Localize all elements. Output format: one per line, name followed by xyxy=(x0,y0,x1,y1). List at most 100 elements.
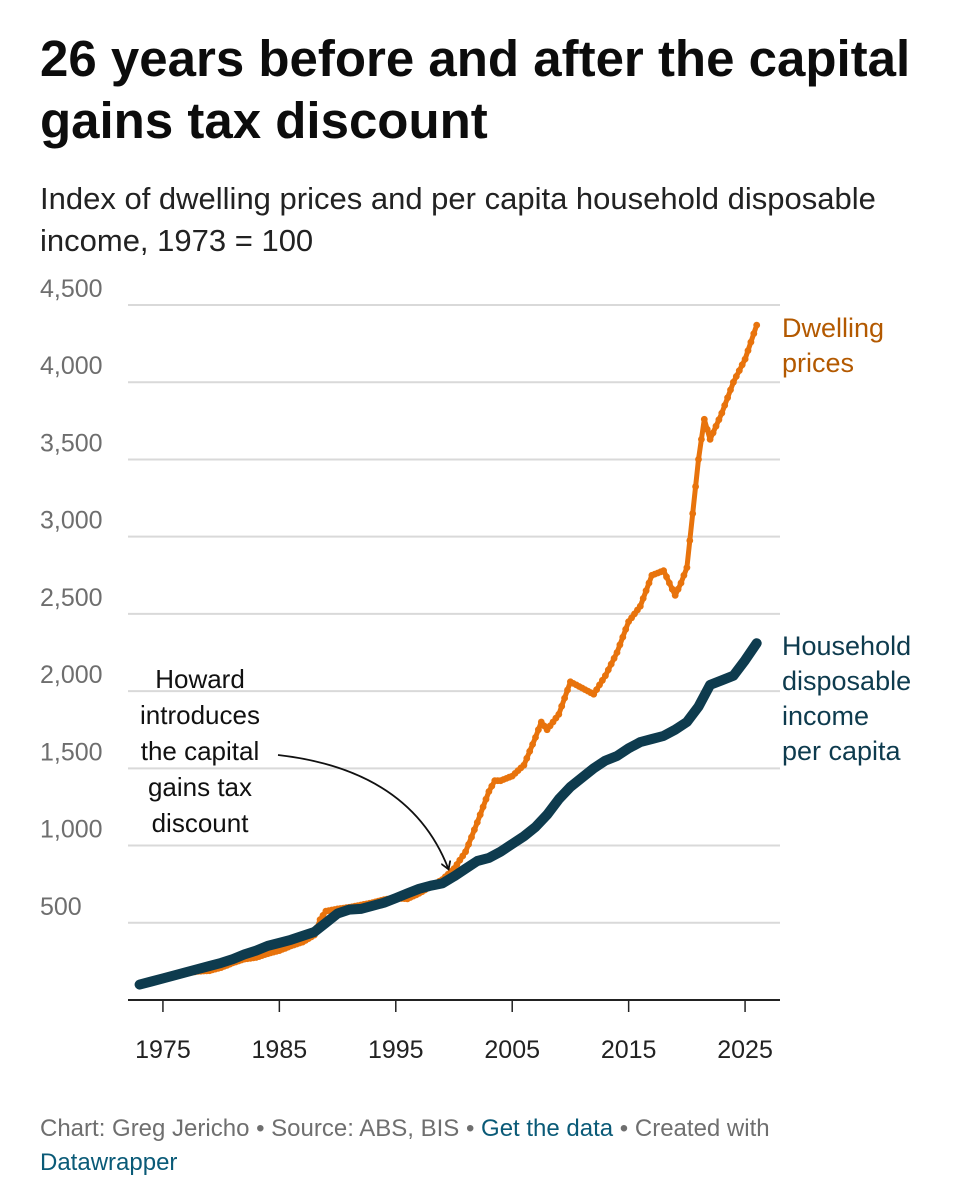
x-tick-label: 2025 xyxy=(717,1036,773,1064)
data-point-dwelling xyxy=(473,819,481,826)
data-point-dwelling xyxy=(535,726,542,734)
data-point-dwelling xyxy=(561,694,568,702)
data-point-dwelling xyxy=(730,378,737,386)
source-text: Source: ABS, BIS xyxy=(271,1115,460,1142)
series-labels: Dwelling prices Household disposable income p… xyxy=(782,313,911,766)
y-tick-label: 4,500 xyxy=(40,275,103,303)
annotation: Howard introduces the capital gains tax disc… xyxy=(140,664,448,868)
data-point-dwelling xyxy=(564,686,571,694)
x-tick-label: 1985 xyxy=(252,1036,308,1064)
data-point-dwelling xyxy=(607,660,615,668)
data-point-dwelling xyxy=(523,754,531,762)
data-point-dwelling xyxy=(695,456,702,463)
y-tick-label: 1,000 xyxy=(40,816,103,844)
data-point-dwelling xyxy=(622,625,630,633)
data-point-dwelling xyxy=(706,436,714,443)
data-point-dwelling xyxy=(636,602,644,610)
data-point-dwelling xyxy=(677,579,685,587)
data-point-dwelling xyxy=(703,425,711,433)
data-point-dwelling xyxy=(465,841,472,848)
annotation-line: gains tax xyxy=(148,772,252,802)
created-with-text: Created with xyxy=(634,1115,770,1142)
data-point-dwelling xyxy=(753,321,761,329)
series-label-dwelling: Dwelling prices xyxy=(782,313,884,378)
data-point-dwelling xyxy=(721,402,729,409)
data-point-dwelling xyxy=(642,587,650,595)
series-label-line: income xyxy=(782,701,869,731)
data-point-dwelling xyxy=(555,710,563,718)
series-label-line: per capita xyxy=(782,736,902,766)
series-label-income: Household disposable income per capita xyxy=(782,631,911,766)
data-point-dwelling xyxy=(698,436,705,443)
data-point-dwelling xyxy=(744,347,752,354)
data-point-dwelling xyxy=(750,330,758,337)
line-chart: 500 1,000 1,500 2,000 2,500 3,000 3,500 4,000 4,… xyxy=(40,275,911,1064)
data-point-dwelling xyxy=(529,741,536,748)
data-point-dwelling xyxy=(689,510,697,517)
data-point-dwelling xyxy=(619,633,627,641)
data-point-dwelling xyxy=(639,595,647,602)
annotation-line: Howard xyxy=(155,664,245,694)
y-tick-label: 500 xyxy=(40,893,82,921)
data-point-dwelling xyxy=(668,585,676,593)
annotation-line: discount xyxy=(152,808,250,838)
data-point-dwelling xyxy=(645,579,653,587)
footer-separator: • xyxy=(459,1115,482,1142)
y-tick-label: 3,000 xyxy=(40,507,103,535)
data-point-dwelling xyxy=(692,483,699,490)
data-point-dwelling xyxy=(602,672,609,680)
data-point-dwelling xyxy=(476,811,484,819)
data-point-dwelling xyxy=(468,833,475,841)
chart-credit: Chart: Greg Jericho xyxy=(40,1115,250,1142)
series-label-line: prices xyxy=(782,348,854,378)
data-point-dwelling xyxy=(686,537,694,544)
series-line-income xyxy=(134,638,762,990)
chart-subtitle: Index of dwelling prices and per capita … xyxy=(40,181,876,258)
data-point-dwelling xyxy=(471,826,478,834)
x-tick-label: 2015 xyxy=(601,1036,657,1064)
data-point-dwelling xyxy=(610,654,618,662)
y-tick-label: 2,000 xyxy=(40,661,103,689)
footer-separator: • xyxy=(613,1115,635,1142)
chart-title: 26 years before and after the capital ga… xyxy=(40,30,911,149)
data-point-dwelling xyxy=(532,734,539,741)
gridlines xyxy=(128,304,780,924)
y-tick-label: 2,500 xyxy=(40,584,103,612)
x-tick-label: 1975 xyxy=(135,1036,191,1064)
data-point-dwelling xyxy=(604,666,612,674)
y-tick-label: 4,000 xyxy=(40,352,103,380)
data-point-dwelling xyxy=(700,415,708,423)
data-point-dwelling xyxy=(724,394,731,402)
data-point-dwelling xyxy=(482,795,490,803)
data-point-dwelling xyxy=(613,649,621,656)
x-tick-label: 2005 xyxy=(484,1036,540,1064)
data-point-dwelling xyxy=(741,355,749,363)
data-point-dwelling xyxy=(727,386,734,394)
get-the-data-link[interactable]: Get the data xyxy=(481,1115,614,1142)
axes: 500 1,000 1,500 2,000 2,500 3,000 3,500 4,000 4,… xyxy=(40,275,780,1064)
datawrapper-link[interactable]: Datawrapper xyxy=(40,1149,178,1176)
annotation-line: introduces xyxy=(140,700,260,730)
data-point-dwelling xyxy=(663,573,670,581)
y-tick-label: 1,500 xyxy=(40,738,103,766)
data-point-dwelling xyxy=(680,571,688,579)
data-point-dwelling xyxy=(526,747,534,755)
series-label-line: Household xyxy=(782,631,911,661)
data-point-dwelling xyxy=(488,782,496,790)
series-label-line: Dwelling xyxy=(782,313,884,343)
footer-separator: • xyxy=(249,1115,272,1142)
data-point-dwelling xyxy=(520,761,528,769)
data-point-dwelling xyxy=(666,579,673,587)
annotation-arrow xyxy=(277,754,448,868)
data-point-dwelling xyxy=(671,592,679,599)
chart-footer: Chart: Greg Jericho • Source: ABS, BIS •… xyxy=(40,1112,920,1180)
data-point-dwelling xyxy=(674,585,682,593)
data-point-dwelling xyxy=(660,567,667,574)
data-point-dwelling xyxy=(709,429,717,437)
series-group xyxy=(134,321,762,990)
data-point-dwelling xyxy=(738,361,746,369)
x-tick-label: 1995 xyxy=(368,1036,424,1064)
data-point-dwelling xyxy=(558,702,566,710)
series-label-line: disposable xyxy=(782,666,911,696)
data-point-dwelling xyxy=(747,338,755,346)
